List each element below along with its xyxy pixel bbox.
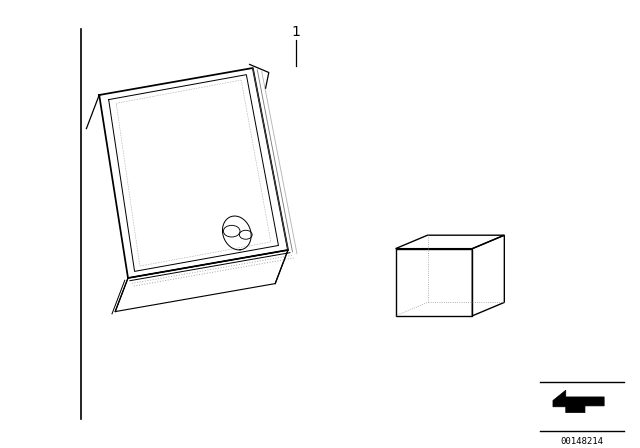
Text: 1: 1 — [291, 25, 300, 39]
Text: 00148214: 00148214 — [560, 437, 604, 446]
Polygon shape — [553, 390, 604, 413]
